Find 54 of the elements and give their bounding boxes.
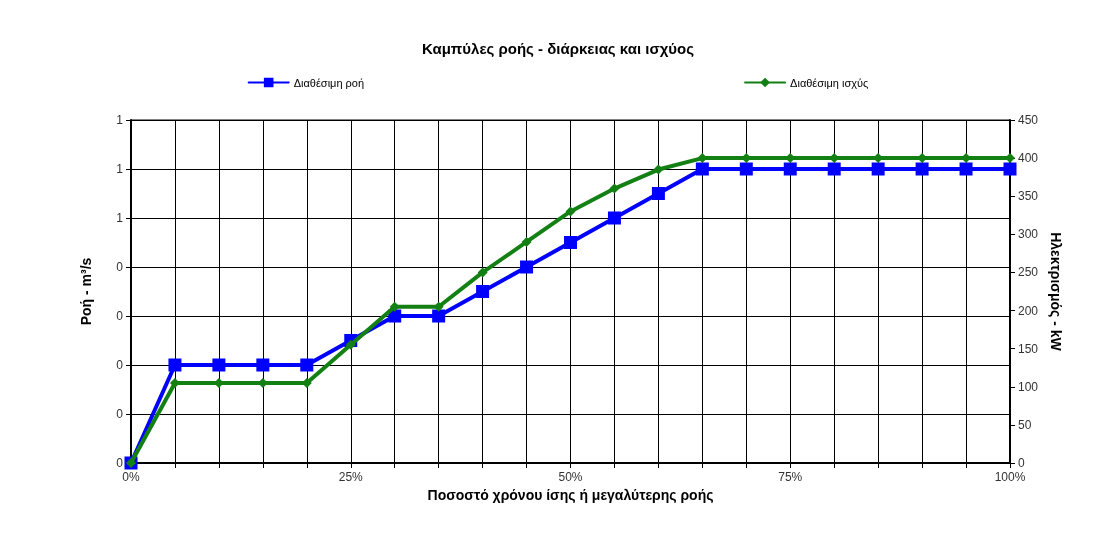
point <box>300 358 314 372</box>
point <box>783 162 797 176</box>
point <box>1003 162 1017 176</box>
y-tick-label: 1 <box>116 211 124 225</box>
point <box>476 285 490 298</box>
y-tick-label: 1 <box>116 113 124 127</box>
y2-tick-label: 200 <box>1018 303 1039 318</box>
point <box>256 358 270 372</box>
x-tick-label: 0% <box>122 470 140 484</box>
x-tick-label: 100% <box>994 470 1026 484</box>
y2-tick-label: 0 <box>1018 456 1025 470</box>
y2-tick-label: 450 <box>1018 113 1039 127</box>
y2-tick-label: 150 <box>1018 341 1039 356</box>
point <box>521 236 532 247</box>
y2-tick-label: 100 <box>1018 379 1039 394</box>
point <box>212 358 226 372</box>
chart-title: Καμπύλες ροής - διάρκειας και ισχύος <box>421 40 695 57</box>
y2-axis-title: Ηλεκτρισμός - kW <box>1047 232 1064 352</box>
x-axis-title: Ποσοστό χρόνου ίσης ή μεγαλύτερης ροής <box>427 486 714 503</box>
y-axis-title: Ροή - m³/s <box>78 257 94 326</box>
point <box>607 211 621 225</box>
x-tick-label: 50% <box>558 470 583 484</box>
y2-tick-label: 50 <box>1018 417 1032 432</box>
point <box>389 301 400 312</box>
point <box>168 358 182 372</box>
y-tick-label: 0 <box>116 358 124 372</box>
y-tick-label: 0 <box>116 456 124 470</box>
point <box>432 309 446 323</box>
point <box>827 162 841 176</box>
point <box>520 260 534 274</box>
y-tick-label: 1 <box>116 162 124 176</box>
point <box>564 236 577 249</box>
point <box>609 183 620 194</box>
point <box>345 339 356 350</box>
y-tick-label: 0 <box>116 407 124 421</box>
y2-tick-label: 400 <box>1018 151 1039 166</box>
point <box>871 162 885 176</box>
y2-tick-label: 300 <box>1018 227 1039 242</box>
point <box>739 162 753 176</box>
y2-tick-label: 350 <box>1018 189 1039 204</box>
point <box>651 187 665 200</box>
point <box>477 267 488 278</box>
y-tick-label: 0 <box>116 260 124 274</box>
point <box>695 162 709 176</box>
point <box>915 162 929 176</box>
x-tick-label: 25% <box>338 470 364 484</box>
y2-tick-label: 250 <box>1018 265 1039 280</box>
legend-label: Διαθέσιμη ισχύς <box>790 76 869 89</box>
y-tick-label: 0 <box>116 309 124 323</box>
x-tick-label: 75% <box>778 470 803 484</box>
point <box>959 162 973 176</box>
point <box>565 206 576 217</box>
point <box>653 164 664 175</box>
legend-label: Διαθέσιμη ροή <box>293 76 365 89</box>
